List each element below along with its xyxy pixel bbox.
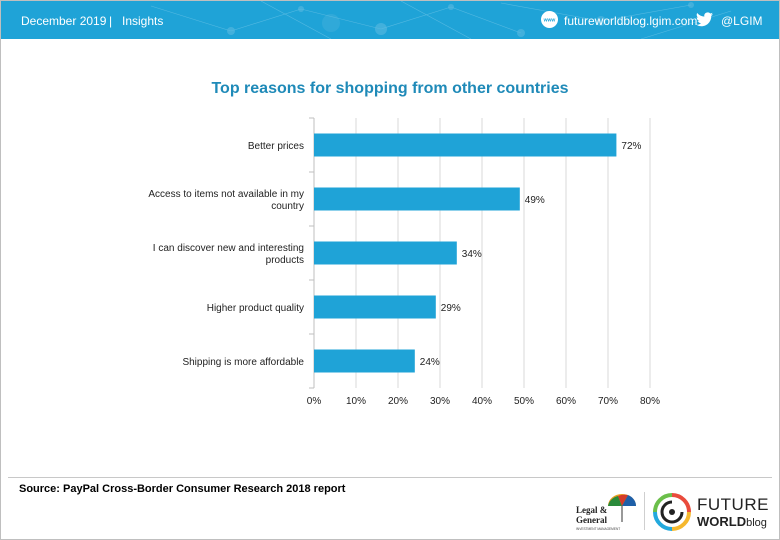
fw-world: WORLD bbox=[697, 514, 747, 529]
category-label: country bbox=[271, 201, 304, 212]
header-date: December 2019 bbox=[21, 14, 107, 28]
bar bbox=[314, 187, 520, 211]
x-tick-label: 10% bbox=[346, 396, 366, 407]
x-tick-label: 40% bbox=[472, 396, 492, 407]
header-separator: | bbox=[109, 14, 113, 28]
future-world-logo-icon bbox=[653, 493, 691, 531]
bar bbox=[314, 241, 457, 265]
legal-general-logo: Legal & General INVESTMENT MANAGEMENT bbox=[576, 494, 637, 531]
network-pattern-icon bbox=[150, 1, 732, 39]
bar bbox=[314, 133, 617, 157]
category-label: Better prices bbox=[248, 141, 304, 152]
data-label: 49% bbox=[525, 195, 545, 206]
fw-blog: blog bbox=[746, 517, 767, 529]
header-section-link[interactable]: Insights bbox=[122, 14, 164, 28]
x-tick-label: 30% bbox=[430, 396, 450, 407]
data-label: 29% bbox=[441, 303, 461, 314]
data-label: 72% bbox=[621, 141, 641, 152]
svg-text:www: www bbox=[543, 18, 556, 24]
category-label: I can discover new and interesting bbox=[153, 243, 304, 254]
category-label: products bbox=[266, 255, 304, 266]
svg-text:INVESTMENT MANAGEMENT: INVESTMENT MANAGEMENT bbox=[576, 527, 620, 531]
bar-chart: 72% Better prices 49% Access to items not a… bbox=[148, 117, 660, 407]
header-bar: December 2019 | Insights www futureworld… bbox=[1, 1, 779, 39]
category-label: Shipping is more affordable bbox=[182, 357, 304, 368]
footer-divider bbox=[8, 477, 772, 478]
twitter-icon[interactable] bbox=[696, 12, 713, 27]
category-label: Access to items not available in my bbox=[148, 189, 304, 200]
x-tick-label: 60% bbox=[556, 396, 576, 407]
category-label: Higher product quality bbox=[207, 303, 304, 314]
bar bbox=[314, 295, 436, 319]
logo-divider bbox=[644, 492, 645, 530]
bar bbox=[314, 349, 415, 373]
source-note: Source: PayPal Cross-Border Consumer Res… bbox=[19, 483, 346, 495]
x-tick-label: 20% bbox=[388, 396, 408, 407]
data-label: 34% bbox=[462, 249, 482, 260]
www-icon: www bbox=[541, 11, 558, 28]
future-world-wordmark-2: WORLDblog bbox=[697, 514, 767, 529]
x-tick-label: 70% bbox=[598, 396, 618, 407]
header-site-link[interactable]: futureworldblog.lgim.com bbox=[564, 14, 698, 28]
data-label: 24% bbox=[420, 357, 440, 368]
x-tick-label: 50% bbox=[514, 396, 534, 407]
svg-text:Legal &: Legal & bbox=[576, 505, 608, 515]
svg-text:General: General bbox=[576, 515, 607, 525]
future-world-wordmark: FUTURE bbox=[697, 495, 769, 514]
x-tick-label: 80% bbox=[640, 396, 660, 407]
x-tick-label: 0% bbox=[307, 396, 322, 407]
chart-title: Top reasons for shopping from other coun… bbox=[211, 80, 569, 97]
header-twitter-handle[interactable]: @LGIM bbox=[721, 14, 763, 28]
